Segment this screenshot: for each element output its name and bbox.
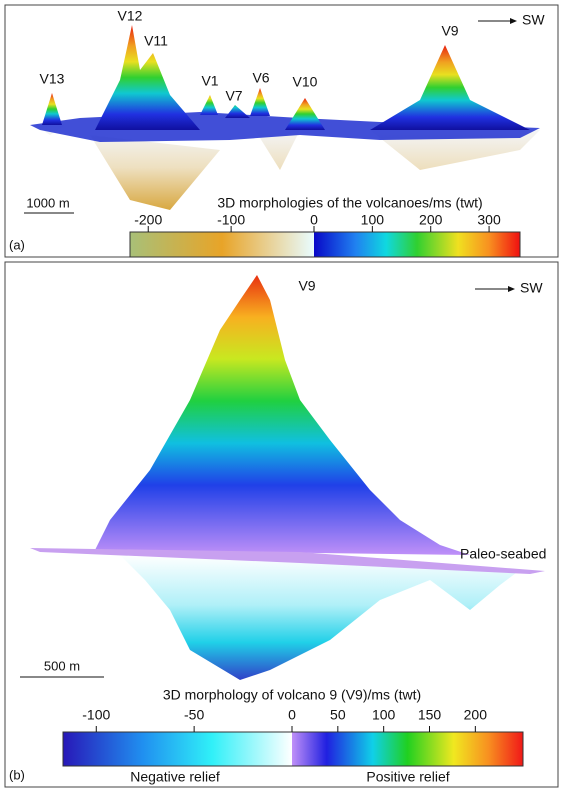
- direction-arrow: [508, 286, 515, 292]
- volcano-label: V1: [201, 73, 218, 89]
- volcano-label: V13: [40, 71, 65, 87]
- surface-label: Paleo-seabed: [460, 546, 546, 562]
- negative-relief: [35, 125, 540, 210]
- volcano-label: V7: [225, 88, 242, 104]
- volcano-label: V9: [441, 23, 458, 39]
- volcano: [200, 88, 270, 118]
- direction-label: SW: [522, 12, 545, 28]
- colorbar-caption: Negative relief: [130, 769, 220, 785]
- volcano: [95, 25, 200, 130]
- colorbar-negative: [63, 732, 292, 766]
- negative-relief: [120, 555, 520, 680]
- colorbar-tick-label: 100: [372, 707, 396, 723]
- volcano-label: V9: [298, 278, 315, 294]
- colorbar-tick-label: 0: [288, 707, 296, 723]
- colorbar-tick-label: -200: [134, 212, 162, 228]
- colorbar-tick-label: -50: [184, 707, 204, 723]
- colorbar-tick-label: 200: [464, 707, 488, 723]
- volcano: [370, 45, 530, 130]
- colorbar-caption: Positive relief: [366, 769, 449, 785]
- colorbar-positive: [292, 732, 523, 766]
- direction-arrow: [510, 18, 517, 24]
- colorbar-tick-label: 0: [310, 212, 318, 228]
- colorbar-tick-label: 50: [330, 707, 346, 723]
- scale-bar-label: 1000 m: [26, 195, 69, 210]
- volcano: [285, 98, 325, 130]
- paleo-seabed: [30, 548, 545, 574]
- colorbar-tick-label: 150: [418, 707, 442, 723]
- colorbar-title: 3D morphology of volcano 9 (V9)/ms (twt): [163, 687, 421, 703]
- volcano: [95, 275, 470, 555]
- colorbar-tick-label: 300: [477, 212, 501, 228]
- volcano-label: V12: [118, 8, 143, 24]
- panel-label: (a): [9, 237, 25, 252]
- colorbar-positive: [314, 232, 520, 257]
- panel-b: V9 Paleo-seabed SW 500 m (b) 3D morpholo…: [4, 261, 559, 788]
- panel-label: (b): [9, 767, 25, 782]
- colorbar-tick-label: -100: [82, 707, 110, 723]
- volcano-label: V11: [144, 33, 168, 49]
- direction-label: SW: [520, 280, 543, 296]
- panel-frame: [4, 261, 559, 788]
- colorbar-title: 3D morphologies of the volcanoes/ms (twt…: [217, 195, 482, 211]
- scale-bar-label: 500 m: [44, 658, 80, 673]
- colorbar-negative: [130, 232, 314, 257]
- panel-a: V13 V12 V11 V1 V7 V6 V10 V9 SW 1000 m (a…: [4, 4, 559, 258]
- colorbar-tick-label: 200: [419, 212, 443, 228]
- colorbar-frame: [129, 231, 521, 258]
- volcano-label: V6: [252, 70, 269, 86]
- colorbar-frame: [62, 731, 524, 767]
- colorbar-tick-label: -100: [217, 212, 245, 228]
- volcano: [42, 93, 62, 125]
- colorbar-tick-label: 100: [361, 212, 385, 228]
- volcano-label: V10: [293, 74, 318, 90]
